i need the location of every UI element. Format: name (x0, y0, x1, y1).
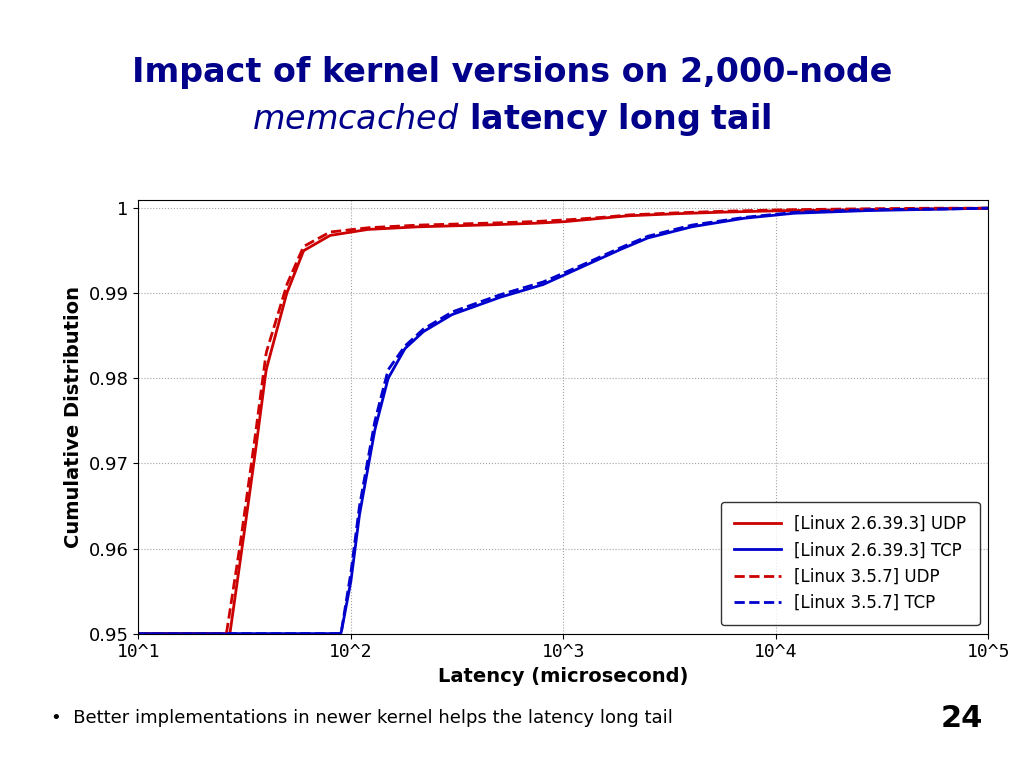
[Linux 2.6.39.3] UDP (982, 204, 994, 213)
[Linux 2.6.39.3] UDP (810, 206, 822, 215)
Text: $\mathit{memcached}$ $\mathbf{latency\ long\ tail}$: $\mathit{memcached}$ $\mathbf{latency\ l… (252, 101, 772, 137)
[Linux 2.6.39.3] UDP (219, 629, 231, 638)
[Linux 3.5.7] UDP (507, 218, 519, 227)
[Linux 3.5.7] TCP (219, 629, 231, 638)
[Linux 2.6.39.3] TCP (982, 204, 994, 213)
Text: 24: 24 (941, 703, 983, 733)
[Linux 2.6.39.3] TCP (795, 208, 807, 217)
[Linux 2.6.39.3] TCP (476, 300, 488, 309)
Line: [Linux 2.6.39.3] TCP: [Linux 2.6.39.3] TCP (138, 208, 988, 634)
[Linux 3.5.7] TCP (132, 629, 144, 638)
[Linux 3.5.7] UDP (219, 629, 231, 638)
[Linux 2.6.39.3] UDP (476, 220, 488, 230)
Line: [Linux 3.5.7] UDP: [Linux 3.5.7] UDP (138, 208, 988, 634)
[Linux 3.5.7] TCP (810, 207, 822, 216)
[Linux 3.5.7] UDP (982, 204, 994, 213)
Line: [Linux 2.6.39.3] UDP: [Linux 2.6.39.3] UDP (138, 208, 988, 634)
[Linux 3.5.7] UDP (716, 207, 728, 216)
[Linux 2.6.39.3] UDP (132, 629, 144, 638)
Line: [Linux 3.5.7] TCP: [Linux 3.5.7] TCP (138, 208, 988, 634)
[Linux 2.6.39.3] TCP (507, 289, 519, 298)
[Linux 3.5.7] TCP (476, 296, 488, 306)
Legend: [Linux 2.6.39.3] UDP, [Linux 2.6.39.3] TCP, [Linux 3.5.7] UDP, [Linux 3.5.7] TCP: [Linux 2.6.39.3] UDP, [Linux 2.6.39.3] T… (721, 502, 980, 625)
[Linux 3.5.7] TCP (716, 216, 728, 225)
[Linux 2.6.39.3] TCP (810, 208, 822, 217)
[Linux 3.5.7] TCP (795, 207, 807, 217)
[Linux 3.5.7] UDP (132, 629, 144, 638)
[Linux 2.6.39.3] UDP (716, 207, 728, 217)
[Linux 2.6.39.3] UDP (507, 220, 519, 229)
[Linux 2.6.39.3] TCP (716, 217, 728, 227)
Text: Impact of kernel versions on 2,000-node: Impact of kernel versions on 2,000-node (132, 57, 892, 89)
X-axis label: Latency (microsecond): Latency (microsecond) (438, 667, 688, 686)
[Linux 3.5.7] UDP (919, 204, 931, 213)
Text: •  Better implementations in newer kernel helps the latency long tail: • Better implementations in newer kernel… (51, 709, 673, 727)
[Linux 3.5.7] UDP (810, 205, 822, 214)
[Linux 3.5.7] TCP (982, 204, 994, 213)
[Linux 3.5.7] UDP (476, 219, 488, 228)
[Linux 3.5.7] TCP (507, 286, 519, 296)
Y-axis label: Cumulative Distribution: Cumulative Distribution (63, 286, 83, 548)
[Linux 2.6.39.3] TCP (219, 629, 231, 638)
[Linux 3.5.7] UDP (795, 205, 807, 214)
[Linux 2.6.39.3] UDP (795, 206, 807, 215)
[Linux 2.6.39.3] TCP (132, 629, 144, 638)
